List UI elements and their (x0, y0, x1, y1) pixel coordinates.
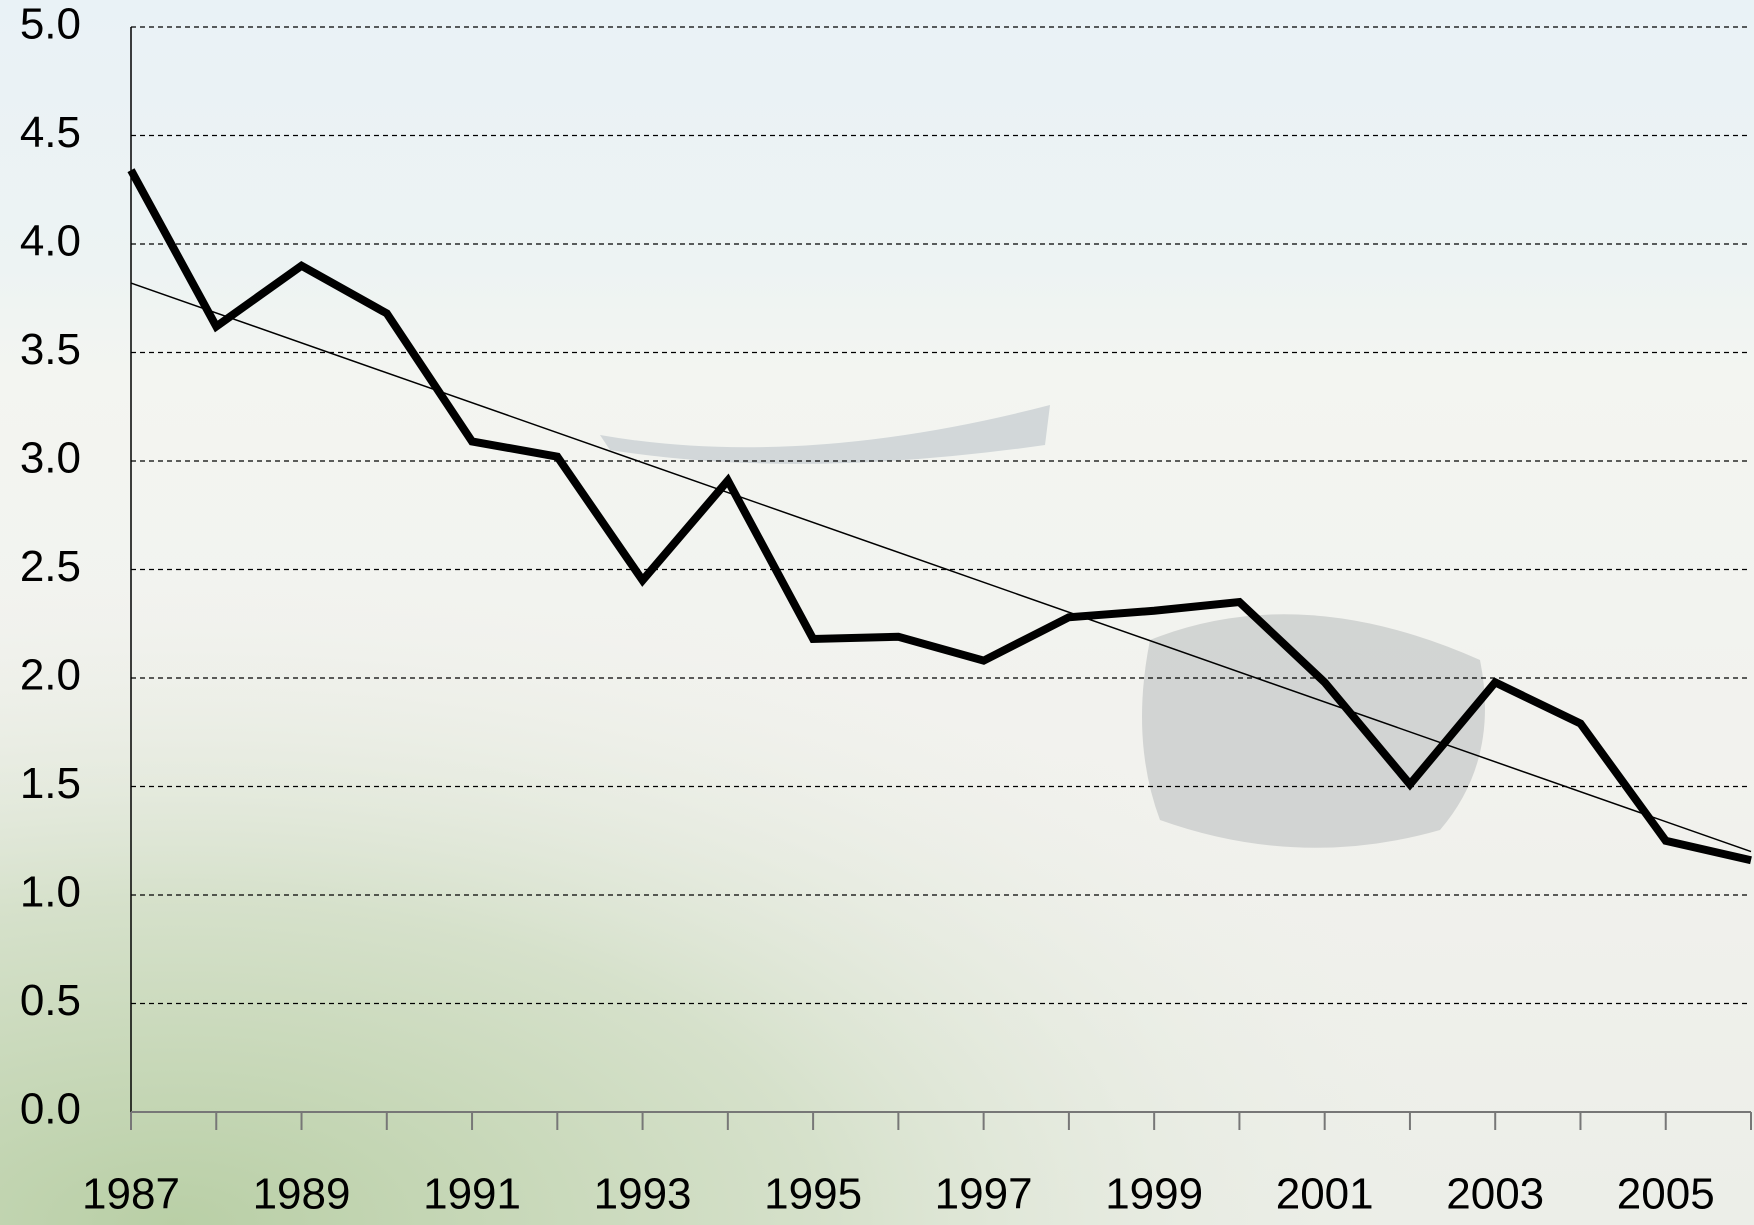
x-tick-label: 1987 (82, 1170, 180, 1219)
y-tick-label: 2.5 (20, 542, 81, 591)
x-tick-label: 2005 (1617, 1170, 1715, 1219)
y-tick-label: 1.5 (20, 759, 81, 808)
y-tick-label: 0.0 (20, 1085, 81, 1134)
y-tick-label: 4.5 (20, 108, 81, 157)
x-tick-label: 2003 (1446, 1170, 1544, 1219)
background-boat (600, 405, 1050, 464)
y-tick-label: 0.5 (20, 976, 81, 1025)
y-tick-label: 3.0 (20, 434, 81, 483)
y-tick-label: 5.0 (20, 0, 81, 49)
x-tick-label: 1999 (1105, 1170, 1203, 1219)
plot-area: 0.0 0.5 1.0 1.5 2.0 2.5 3.0 3.5 4.0 4.5 5.0 1987 198… (20, 0, 1752, 1219)
x-tick-label: 1997 (935, 1170, 1033, 1219)
x-tick-label: 1991 (423, 1170, 521, 1219)
y-tick-label: 4.0 (20, 217, 81, 266)
background-boat (1142, 614, 1485, 848)
y-tick-label: 3.5 (20, 325, 81, 374)
x-tick-label: 1989 (253, 1170, 351, 1219)
x-tick-label: 2001 (1276, 1170, 1374, 1219)
y-tick-label: 1.0 (20, 868, 81, 917)
x-tick-label: 1995 (764, 1170, 862, 1219)
trend-line (130, 282, 1752, 853)
background-photo (0, 350, 1754, 1225)
y-tick-label: 2.0 (20, 651, 81, 700)
data-line (127, 168, 1752, 865)
x-tick-label: 1993 (594, 1170, 692, 1219)
